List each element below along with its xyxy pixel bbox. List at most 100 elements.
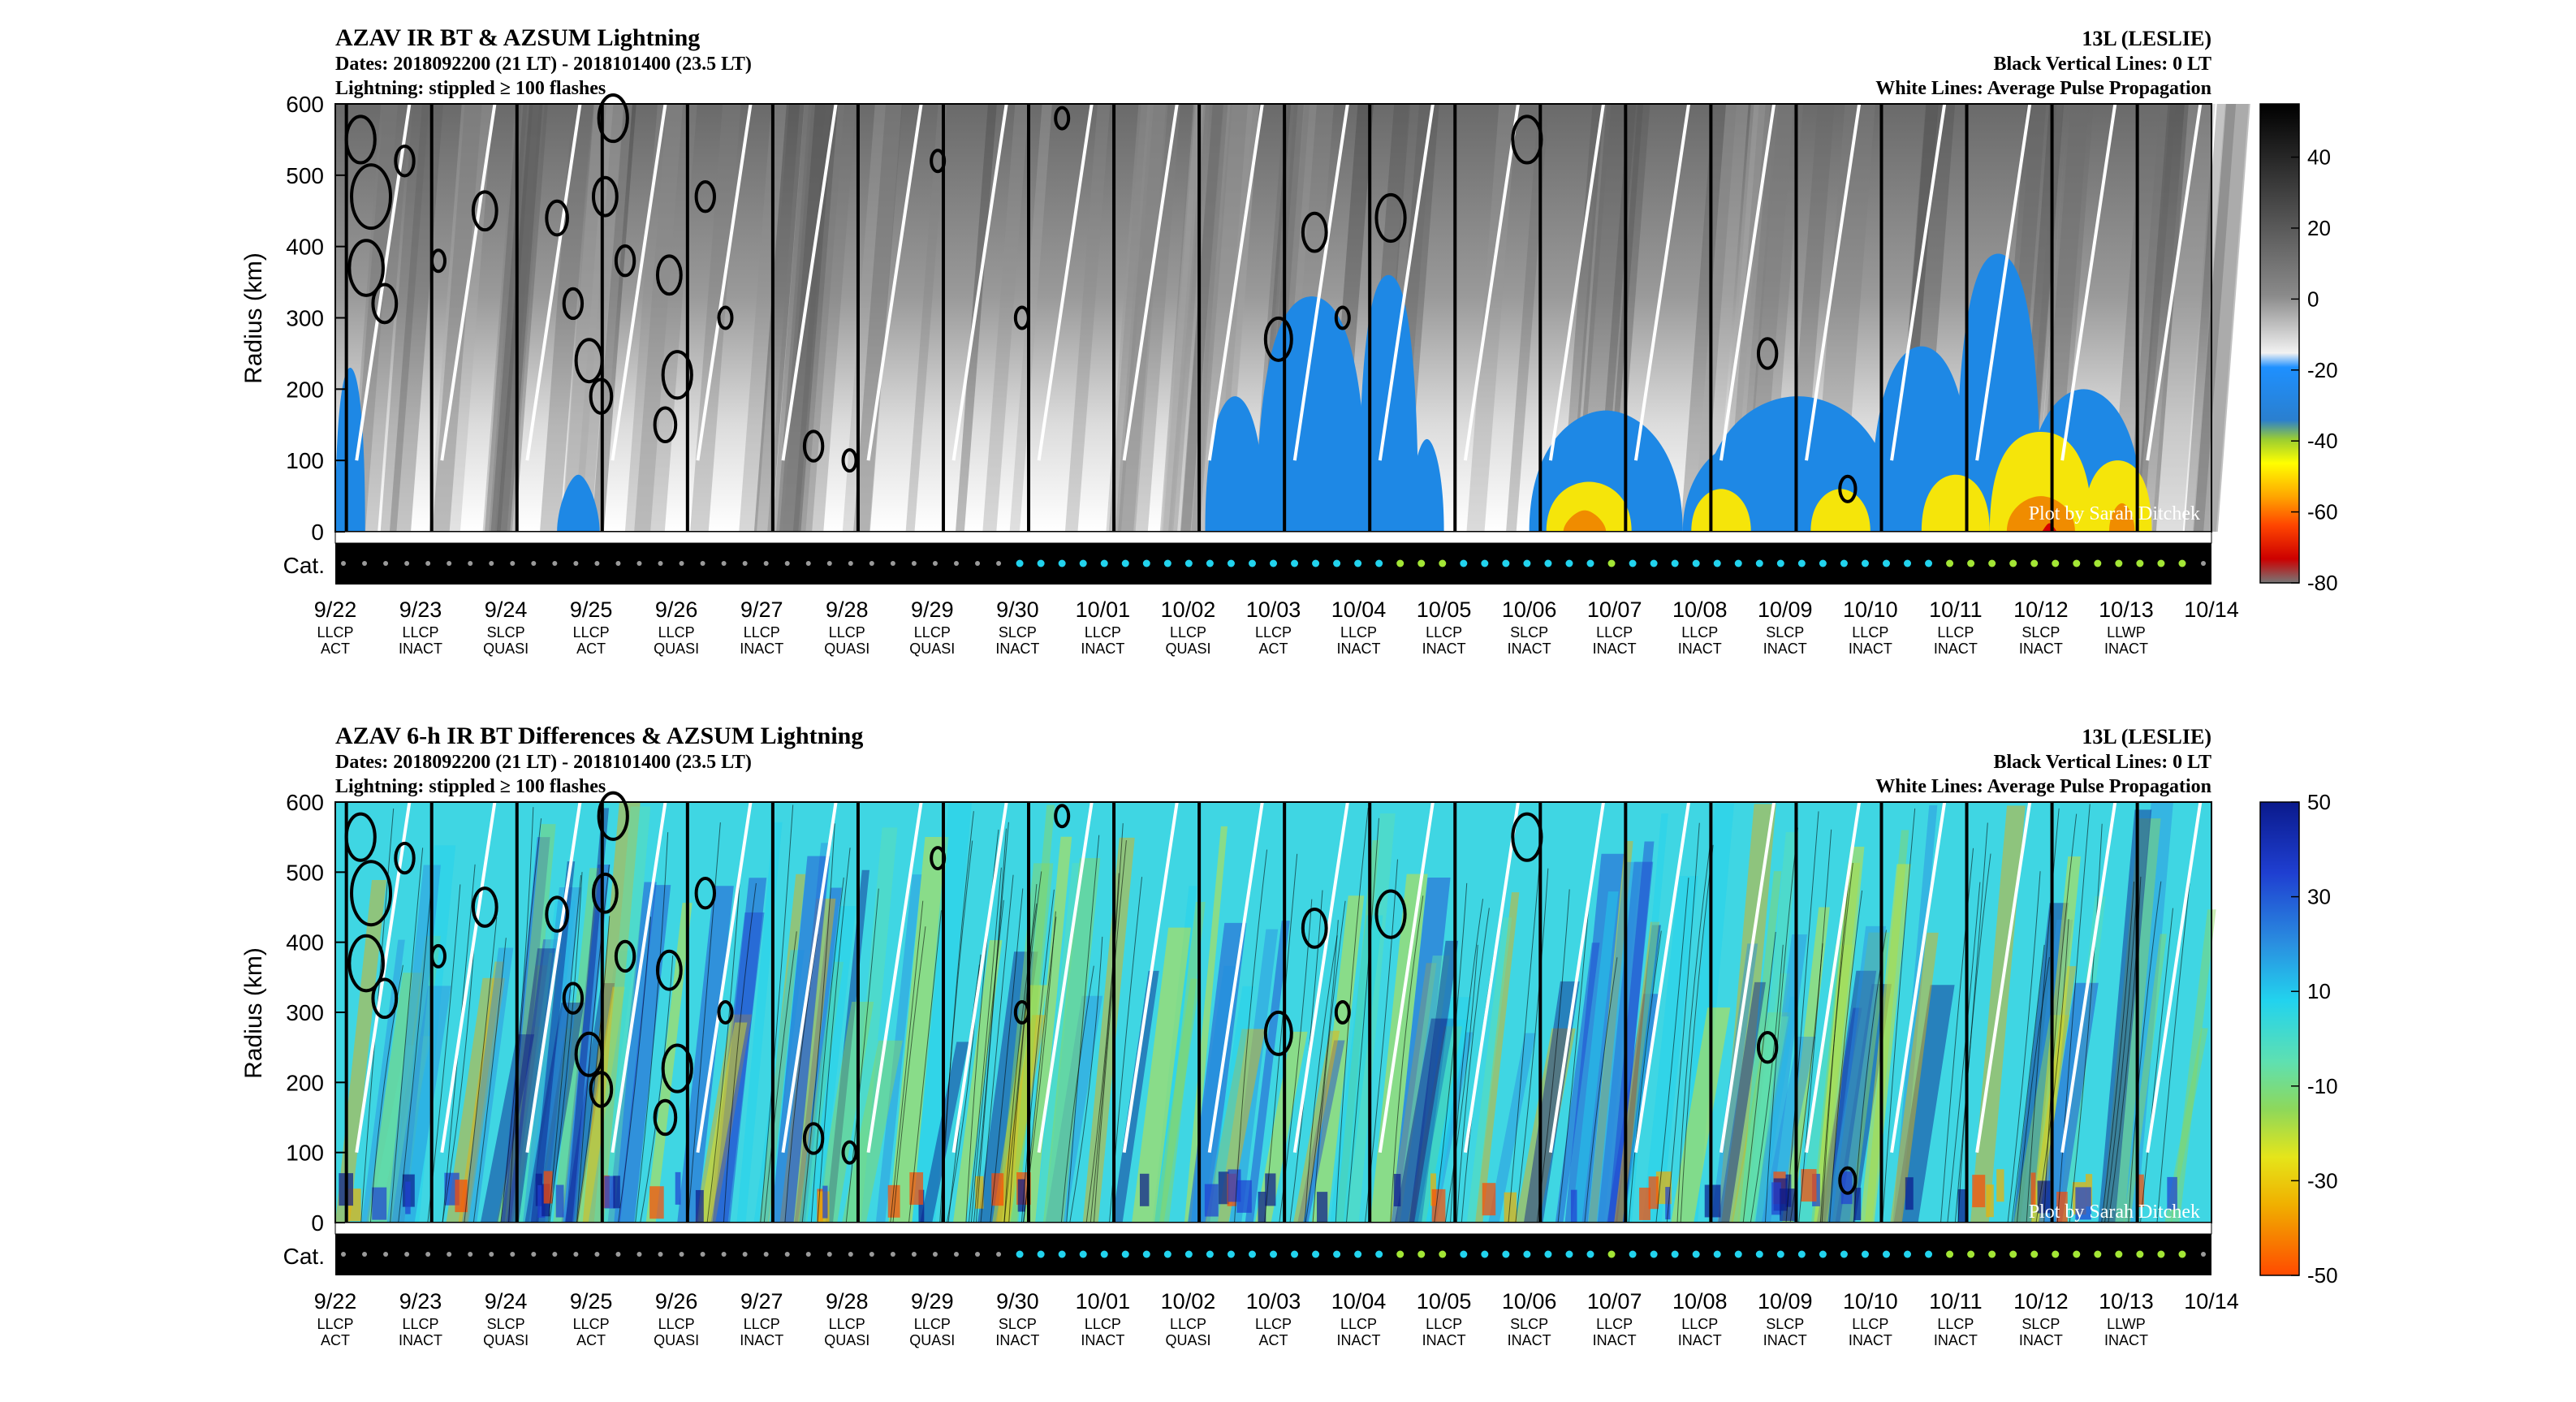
category-dot: [383, 561, 389, 566]
ir-bt-streak: [634, 104, 697, 532]
y-tick-label: 400: [286, 235, 324, 260]
diff-streak: [1414, 1020, 1472, 1223]
phase-label-activity: INACT: [1678, 1332, 1722, 1348]
phase-label-type: SLCP: [487, 624, 525, 641]
diff-streak: [384, 1036, 432, 1223]
category-dot: [1291, 559, 1299, 567]
category-dot: [1481, 1250, 1489, 1258]
lightning-contour: [614, 939, 636, 973]
category-dot: [489, 561, 494, 566]
category-dot: [1650, 559, 1658, 567]
category-dot: [679, 561, 684, 566]
diff-contour: [472, 938, 507, 1223]
pulse-propagation-line: [696, 103, 753, 461]
phase-label-activity: INACT: [1849, 641, 1892, 657]
category-dot: [425, 561, 431, 566]
x-tick-date: 10/05: [1417, 597, 1472, 622]
phase-label-type: SLCP: [1766, 1316, 1804, 1332]
diff-contour: [1444, 944, 1478, 1223]
diff-contour: [2101, 881, 2135, 1223]
diff-streak: [1297, 1040, 1345, 1223]
category-dot: [1481, 559, 1489, 567]
top-cat-label: Cat.: [283, 553, 325, 578]
category-dot: [1840, 559, 1848, 567]
phase-label-type: LLWP: [2107, 1316, 2146, 1332]
category-dot: [1565, 1250, 1573, 1258]
diff-streak: [1893, 985, 1955, 1223]
category-dot: [2178, 1250, 2186, 1258]
pulse-propagation-line: [355, 103, 412, 461]
diff-low-level-cell: [1972, 1175, 1986, 1208]
phase-label-type: LLCP: [1170, 1316, 1206, 1332]
bottom-ylabel: Radius (km): [240, 947, 267, 1079]
diff-streak: [1010, 805, 1055, 1223]
phase-label-activity: INACT: [1508, 1332, 1551, 1348]
diff-low-level-cell: [1853, 1188, 1862, 1221]
category-dot: [1988, 1250, 1996, 1258]
category-dot: [805, 561, 811, 566]
lightning-contour: [930, 846, 947, 871]
diff-low-level-cell: [2075, 1187, 2091, 1220]
phase-label-activity: INACT: [1422, 641, 1466, 657]
pulse-propagation-line: [2146, 801, 2203, 1153]
diff-streak: [1466, 917, 1512, 1223]
diff-streak: [579, 950, 636, 1223]
phase-label-type: LLCP: [914, 624, 951, 641]
diff-streak: [561, 865, 611, 1223]
diff-streak: [1829, 925, 1887, 1223]
lightning-contour: [802, 1122, 825, 1155]
category-dot: [1607, 559, 1616, 567]
phase-label-type: LLCP: [317, 624, 353, 641]
x-tick-date: 9/28: [826, 1289, 869, 1314]
diff-contour: [1628, 930, 1662, 1223]
y-tick-label: 100: [286, 448, 324, 473]
x-tick-date: 10/02: [1161, 1289, 1216, 1314]
diff-contour: [723, 882, 757, 1223]
x-tick-date: 10/11: [1929, 597, 1983, 622]
pulse-propagation-line: [1548, 801, 1606, 1153]
x-tick-date: 9/26: [655, 1289, 698, 1314]
diff-streak: [1588, 841, 1633, 1223]
top-white-propagation-lines: [355, 103, 2203, 461]
diff-streak: [519, 900, 576, 1223]
diff-streak: [529, 990, 572, 1223]
category-dot: [1227, 559, 1235, 567]
diff-streak: [2031, 856, 2081, 1223]
phase-label-activity: QUASI: [1165, 1332, 1210, 1348]
x-tick-date: 10/07: [1587, 597, 1642, 622]
ir-bt-streak: [429, 104, 493, 532]
ir-bt-streak: [805, 104, 857, 532]
diff-low-level-cell: [604, 1176, 615, 1209]
cold-cloud-region: [1205, 396, 1265, 532]
category-dot: [1121, 1250, 1129, 1258]
category-dot: [805, 1252, 811, 1257]
diff-streak: [1474, 892, 1520, 1223]
diff-streak: [1311, 895, 1365, 1223]
y-tick-label: 200: [286, 1070, 324, 1095]
diff-streak: [1678, 803, 1735, 1223]
category-dot: [1184, 1250, 1193, 1258]
category-dot: [975, 1252, 981, 1257]
ir-bt-streak: [2151, 104, 2216, 532]
pulse-propagation-line: [866, 103, 923, 461]
phase-label-type: SLCP: [1510, 1316, 1548, 1332]
category-dot: [2201, 1252, 2206, 1257]
diff-streak: [522, 887, 582, 1223]
diff-streak: [1642, 876, 1698, 1223]
diff-contour: [2104, 886, 2138, 1223]
diff-low-level-cell: [1258, 1191, 1266, 1224]
diff-streak: [1152, 886, 1197, 1223]
phase-label-type: SLCP: [999, 1316, 1037, 1332]
phase-label-activity: INACT: [1934, 1332, 1978, 1348]
category-dot: [552, 1252, 558, 1257]
diff-streak: [391, 986, 451, 1223]
top-credit: Plot by Sarah Ditchek: [2029, 503, 2200, 524]
ir-bt-streak: [1009, 104, 1052, 532]
colorbar-tick-label: 50: [2307, 790, 2331, 814]
y-tick-label: 0: [311, 1210, 324, 1236]
diff-streak: [1571, 891, 1619, 1223]
category-dot: [573, 1252, 579, 1257]
diff-streak: [888, 837, 949, 1223]
colorbar-tick-label: 10: [2307, 979, 2331, 1003]
diff-streak: [1245, 921, 1290, 1223]
